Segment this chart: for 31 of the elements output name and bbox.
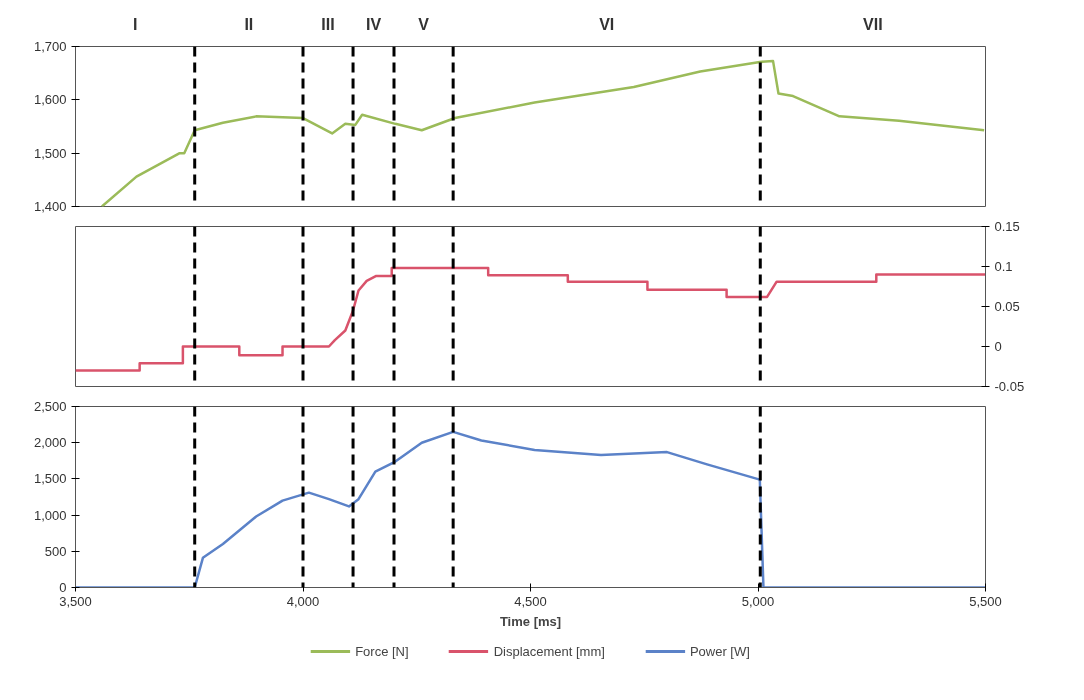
y2-tick-label: 0.05 <box>994 299 1020 314</box>
text: V <box>418 15 430 33</box>
x-tick-label: 3,500 <box>59 593 92 609</box>
x-tick-label: 4,000 <box>286 593 320 609</box>
y-tick-label: 1,500 <box>33 471 67 487</box>
y-tick-label: 1,700 <box>33 39 67 54</box>
y-tick-label: 1,500 <box>33 145 67 161</box>
y-tick-label: 1,000 <box>33 507 67 523</box>
legend-label: Displacement [mm] <box>493 643 605 659</box>
y-tick-label: 0 <box>59 580 67 595</box>
x-tick-label: 4,500 <box>514 593 547 609</box>
y2-tick-label: 0 <box>994 339 1002 354</box>
y-tick-label: 500 <box>44 543 67 559</box>
y-tick-label: 2,500 <box>33 399 67 414</box>
y2-tick-label: 0.1 <box>994 259 1013 274</box>
y2-tick-label: -0.05 <box>994 379 1025 394</box>
x-tick-label: 5,000 <box>741 593 775 609</box>
text: VI <box>599 15 615 33</box>
y-tick-label: 1,600 <box>33 92 67 108</box>
y-tick-label: 1,400 <box>33 199 67 214</box>
x-tick-label: 5,500 <box>969 593 1002 609</box>
text: I <box>132 15 138 33</box>
text: III <box>321 15 335 33</box>
y-tick-label: 2,000 <box>33 435 67 451</box>
legend-label: Power [W] <box>689 643 750 659</box>
y2-tick-label: 0.15 <box>994 219 1020 234</box>
legend-label: Force [N] <box>355 643 409 659</box>
text: II <box>244 15 254 33</box>
text: IV <box>365 15 382 33</box>
x-axis-title: Time [ms] <box>499 613 562 629</box>
text: VII <box>863 15 883 33</box>
